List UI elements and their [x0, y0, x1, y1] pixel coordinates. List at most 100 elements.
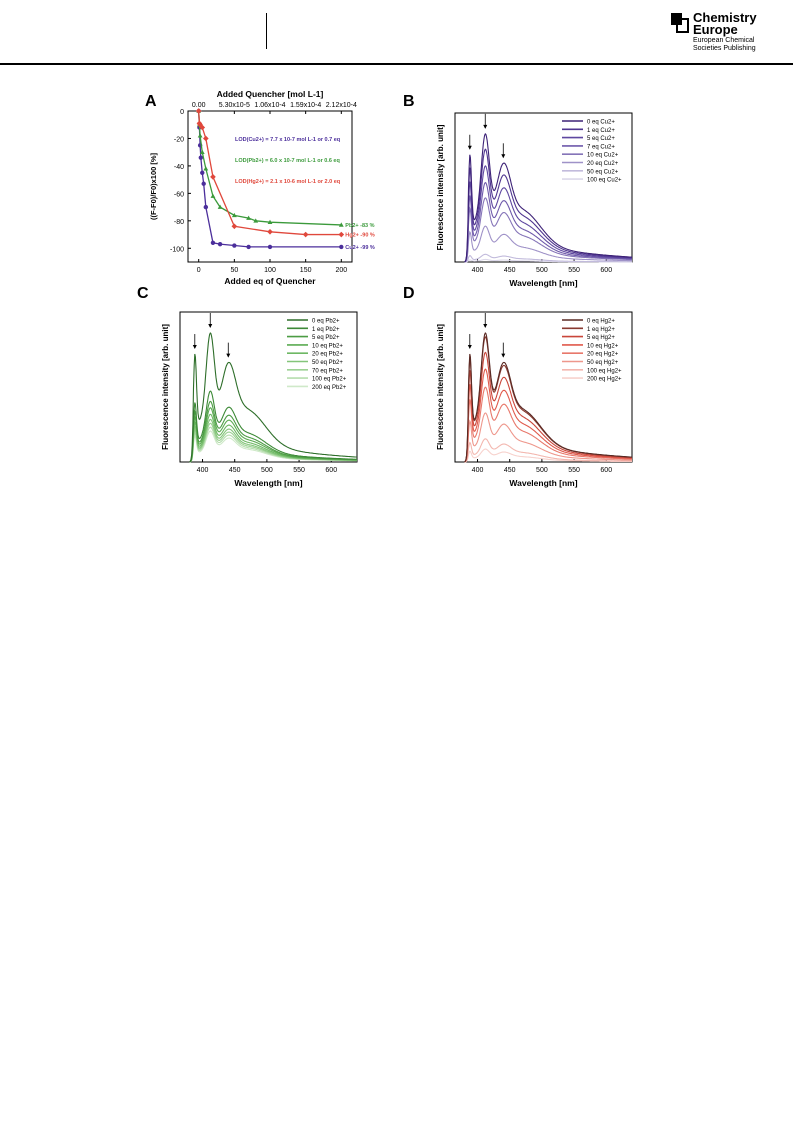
brand-name-line1: Chemistry — [693, 10, 757, 25]
panel-c-peak-arrow-head — [208, 324, 213, 328]
panel-b-legend-label: 0 eq Cu2+ — [587, 120, 615, 126]
panel-a-top-tick-label: 1.06x10-4 — [254, 102, 285, 109]
panel-d-legend-label: 0 eq Hg2+ — [587, 319, 615, 325]
panel-b-x-tick-label: 500 — [536, 267, 548, 274]
panel-c-x-tick-label: 450 — [229, 467, 241, 474]
panel-c-legend-label: 200 eq Pb2+ — [312, 385, 347, 391]
panel-a-y-axis-label: ((F-F0)/F0)x100 [%] — [149, 152, 158, 220]
panel-c-legend-label: 100 eq Pb2+ — [312, 377, 347, 383]
panel-d-peak-arrow-head — [483, 324, 488, 328]
panel-d-spectrum-line — [464, 332, 633, 463]
panel-a-y-tick-label: -80 — [174, 219, 184, 226]
panel-c-peak-arrow-head — [192, 345, 197, 350]
header-divider — [266, 13, 267, 49]
panel-d-legend-label: 20 eq Hg2+ — [587, 352, 619, 358]
panel-letter-a: A — [145, 93, 157, 110]
panel-c-legend-label: 10 eq Pb2+ — [312, 343, 343, 349]
panel-b-spectrum-line — [464, 253, 632, 263]
panel-d-x-tick-label: 450 — [504, 467, 516, 474]
panel-a-point — [198, 155, 204, 160]
panel-a-point — [246, 215, 252, 220]
panel-b-legend-label: 50 eq Cu2+ — [587, 169, 619, 175]
panel-a-point — [267, 228, 273, 235]
panel-a-point — [231, 223, 238, 230]
panel-b-spectrum-line — [464, 197, 633, 263]
panel-c-spectrum-line — [189, 390, 357, 463]
panel-b-spectrum-line — [464, 225, 632, 263]
panel-c-peak-arrow-head — [226, 353, 231, 358]
panel-b-legend-label: 7 eq Cu2+ — [587, 144, 615, 150]
panel-b-x-axis-label: Wavelength [nm] — [509, 278, 577, 288]
panel-d-x-tick-label: 500 — [536, 467, 548, 474]
panel-a-point — [210, 240, 216, 245]
panel-a-y-tick-label: -60 — [174, 191, 184, 198]
panel-b-spectrum-line — [464, 133, 632, 263]
panel-a-x-tick-label: 100 — [264, 267, 276, 274]
panel-d-x-tick-label: 550 — [568, 467, 580, 474]
panel-c-x-tick-label: 400 — [197, 467, 209, 474]
panel-a-x-tick-label: 200 — [335, 267, 347, 274]
header-rule — [0, 63, 793, 65]
panel-a-point — [267, 244, 273, 250]
panel-a-series-end-label: Cu2+ -99 % — [345, 245, 375, 251]
panel-d-legend-label: 5 eq Hg2+ — [587, 335, 615, 341]
panel-a-point — [201, 181, 206, 186]
panel-a-x-tick-label: 50 — [230, 267, 238, 274]
panel-c-legend-label: 70 eq Pb2+ — [312, 368, 343, 374]
panel-a-point — [267, 219, 273, 224]
panel-c-legend-label: 50 eq Pb2+ — [312, 360, 343, 366]
panel-a-x-tick-label: 150 — [300, 267, 312, 274]
panel-a-point — [210, 193, 216, 198]
panel-b-peak-arrow-head — [483, 124, 488, 129]
panel-b-legend-label: 100 eq Cu2+ — [587, 178, 622, 184]
panel-a-point — [202, 135, 209, 142]
panel-a-top-axis-label: Added Quencher [mol L-1] — [217, 89, 324, 99]
panel-a-point — [200, 170, 205, 175]
panel-letter-d: D — [403, 285, 415, 302]
panel-d-x-tick-label: 600 — [600, 467, 612, 474]
panel-b-x-tick-label: 450 — [504, 267, 516, 274]
panel-b-frame — [454, 112, 633, 263]
panel-b-peak-arrow-head — [467, 145, 472, 150]
panel-a-point — [203, 166, 209, 171]
panel-letter-b: B — [403, 93, 415, 110]
panel-a-point — [302, 231, 309, 238]
panel-c-y-axis-label: Fluorescence intensity [arb. unit] — [161, 324, 170, 450]
panel-b-spectrum-line — [464, 148, 632, 263]
panel-c-spectrum-line — [189, 400, 357, 463]
panel-b-peak-arrow-head — [501, 154, 506, 159]
panel-a-x-axis-label: Added eq of Quencher — [224, 276, 316, 286]
page-header: Chemistry Europe European Chemical Socie… — [0, 0, 793, 65]
panel-a-y-tick-label: -40 — [174, 164, 184, 171]
panel-b-spectrum-line — [464, 165, 632, 263]
panel-a-lod-annotation: LOD(Hg2+) = 2.1 x 10-6 mol L-1 or 2.0 eq — [235, 179, 340, 185]
panel-a-top-tick-label: 0.00 — [192, 102, 206, 109]
panel-d-x-tick-label: 400 — [472, 467, 484, 474]
panel-c-x-tick-label: 600 — [325, 467, 337, 474]
panel-d-legend-label: 200 eq Hg2+ — [587, 377, 622, 383]
brand-name-line2: Europe — [693, 22, 738, 37]
panel-a-point — [217, 204, 223, 209]
panel-c-frame — [179, 311, 358, 463]
brand-subtitle-line1: European Chemical — [693, 37, 755, 44]
panel-d-spectrum-line — [464, 448, 632, 463]
panel-c-legend-label: 5 eq Pb2+ — [312, 335, 340, 341]
panel-b-spectrum-line — [464, 181, 632, 263]
panel-a-point — [232, 243, 237, 248]
panel-d-peak-arrow-head — [467, 345, 472, 350]
panel-c-x-axis-label: Wavelength [nm] — [234, 478, 302, 488]
panel-a-top-tick-label: 2.12x10-4 — [326, 102, 357, 109]
panel-b-legend-label: 1 eq Cu2+ — [587, 128, 615, 134]
panel-a-top-tick-label: 5.30x10-5 — [219, 102, 250, 109]
panel-c-spectrum-line — [189, 332, 358, 463]
chemistry-europe-logo-icon — [670, 12, 690, 34]
panel-d-spectrum-line — [464, 438, 632, 463]
panel-c-legend-label: 0 eq Pb2+ — [312, 319, 340, 325]
panel-d-spectrum-line — [464, 386, 633, 463]
panel-a-point — [199, 124, 206, 131]
panel-a-point — [339, 244, 344, 250]
panel-d-spectrum-line — [464, 368, 633, 463]
panel-a-y-tick-label: -100 — [170, 246, 184, 253]
panel-d-legend-label: 10 eq Hg2+ — [587, 343, 619, 349]
